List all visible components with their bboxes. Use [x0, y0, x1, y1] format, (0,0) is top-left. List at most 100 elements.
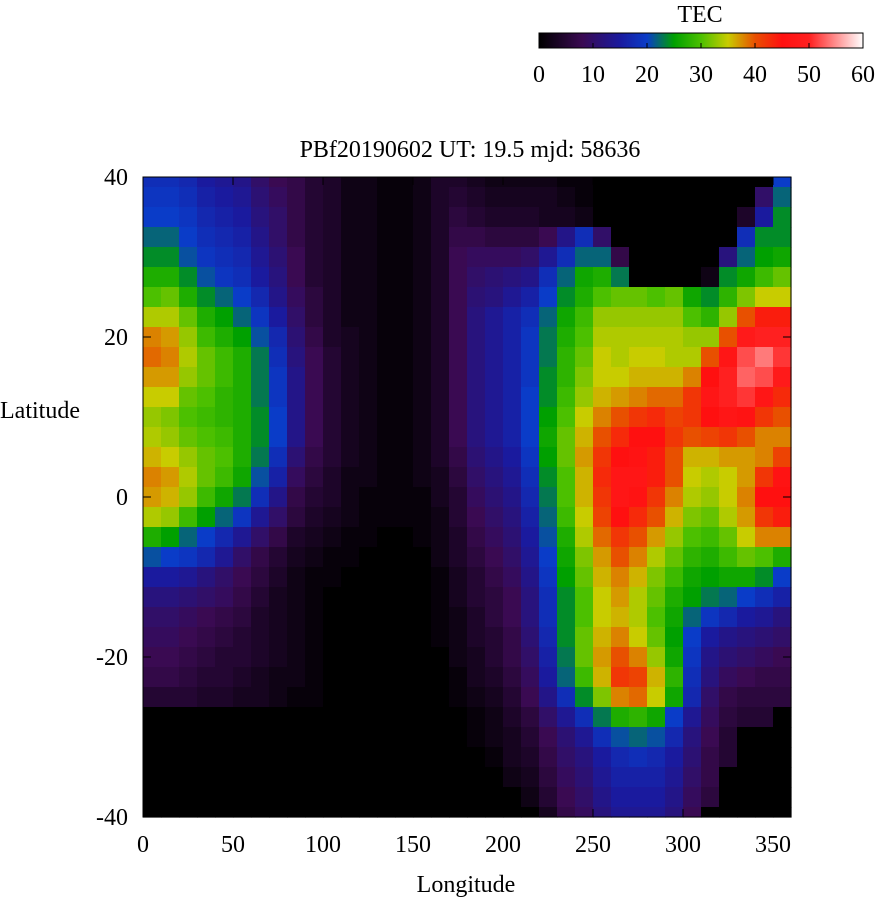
heatmap-cell: [647, 347, 666, 368]
heatmap-cell: [377, 667, 396, 688]
heatmap-cell: [503, 307, 522, 328]
heatmap-cell: [521, 327, 540, 348]
heatmap-cell: [719, 347, 738, 368]
heatmap-cell: [431, 587, 450, 608]
heatmap-cell: [377, 267, 396, 288]
heatmap-cell: [665, 527, 684, 548]
heatmap-cell: [143, 427, 162, 448]
heatmap-cell: [521, 707, 540, 728]
heatmap-cell: [737, 627, 756, 648]
heatmap-cell: [179, 587, 198, 608]
heatmap-cell: [611, 307, 630, 328]
heatmap-cell: [395, 647, 414, 668]
heatmap-cell: [377, 287, 396, 308]
heatmap-cell: [575, 467, 594, 488]
heatmap-cell: [233, 327, 252, 348]
heatmap-cell: [665, 447, 684, 468]
heatmap-cell: [251, 227, 270, 248]
heatmap-cell: [503, 427, 522, 448]
heatmap-cell: [161, 587, 180, 608]
heatmap-cell: [611, 607, 630, 628]
heatmap-cell: [665, 567, 684, 588]
heatmap-cell: [323, 177, 342, 188]
heatmap-cell: [701, 627, 720, 648]
heatmap-cell: [683, 767, 702, 788]
heatmap-cell: [359, 667, 378, 688]
heatmap-cell: [233, 667, 252, 688]
heatmap-cell: [773, 747, 792, 768]
heatmap-cell: [287, 227, 306, 248]
heatmap-cell: [611, 347, 630, 368]
heatmap-cell: [251, 487, 270, 508]
heatmap-cell: [179, 367, 198, 388]
heatmap-cell: [377, 207, 396, 228]
heatmap-cell: [197, 587, 216, 608]
heatmap-cell: [341, 327, 360, 348]
heatmap-cell: [377, 807, 396, 818]
heatmap-cell: [269, 747, 288, 768]
heatmap-cell: [341, 207, 360, 228]
heatmap-cell: [737, 807, 756, 818]
heatmap-cell: [179, 787, 198, 808]
heatmap-cell: [377, 187, 396, 208]
heatmap-cell: [269, 347, 288, 368]
heatmap-cell: [251, 567, 270, 588]
heatmap-cell: [593, 687, 612, 708]
heatmap-cell: [737, 727, 756, 748]
heatmap-cell: [503, 367, 522, 388]
heatmap-cell: [359, 387, 378, 408]
heatmap-cell: [395, 507, 414, 528]
heatmap-cell: [197, 647, 216, 668]
heatmap-cell: [431, 607, 450, 628]
heatmap-cell: [701, 727, 720, 748]
heatmap-cell: [575, 447, 594, 468]
heatmap-cell: [179, 647, 198, 668]
colorbar-tick-label: 20: [635, 62, 659, 88]
heatmap-cell: [755, 177, 774, 188]
heatmap-cell: [701, 747, 720, 768]
heatmap-cell: [467, 627, 486, 648]
heatmap-cell: [719, 227, 738, 248]
heatmap-cell: [593, 307, 612, 328]
heatmap-cell: [719, 367, 738, 388]
heatmap-cell: [395, 267, 414, 288]
heatmap-cell: [755, 647, 774, 668]
heatmap-cell: [503, 747, 522, 768]
heatmap-cell: [719, 527, 738, 548]
heatmap-cell: [215, 407, 234, 428]
heatmap-cell: [233, 747, 252, 768]
heatmap-cell: [251, 407, 270, 428]
heatmap-cell: [215, 767, 234, 788]
heatmap-cell: [431, 287, 450, 308]
heatmap-cell: [251, 787, 270, 808]
heatmap-cell: [341, 487, 360, 508]
heatmap-cell: [719, 247, 738, 268]
heatmap-cell: [323, 767, 342, 788]
heatmap-cell: [737, 487, 756, 508]
heatmap-cell: [431, 467, 450, 488]
heatmap-cell: [197, 667, 216, 688]
heatmap-cell: [323, 507, 342, 528]
heatmap-cell: [755, 247, 774, 268]
heatmap-cell: [701, 487, 720, 508]
heatmap-cell: [161, 187, 180, 208]
heatmap-cell: [143, 647, 162, 668]
heatmap-cell: [305, 727, 324, 748]
heatmap-cell: [161, 427, 180, 448]
heatmap-cell: [647, 367, 666, 388]
heatmap-cell: [449, 687, 468, 708]
heatmap-cell: [611, 447, 630, 468]
heatmap-cell: [251, 367, 270, 388]
heatmap-cell: [143, 547, 162, 568]
heatmap-cell: [161, 607, 180, 628]
heatmap-cell: [701, 447, 720, 468]
heatmap-cell: [305, 647, 324, 668]
colorbar-label: TEC: [677, 2, 722, 28]
heatmap-cell: [557, 187, 576, 208]
heatmap-cell: [287, 287, 306, 308]
heatmap-cell: [377, 707, 396, 728]
heatmap-cell: [647, 247, 666, 268]
heatmap-cell: [197, 327, 216, 348]
heatmap-cell: [485, 747, 504, 768]
